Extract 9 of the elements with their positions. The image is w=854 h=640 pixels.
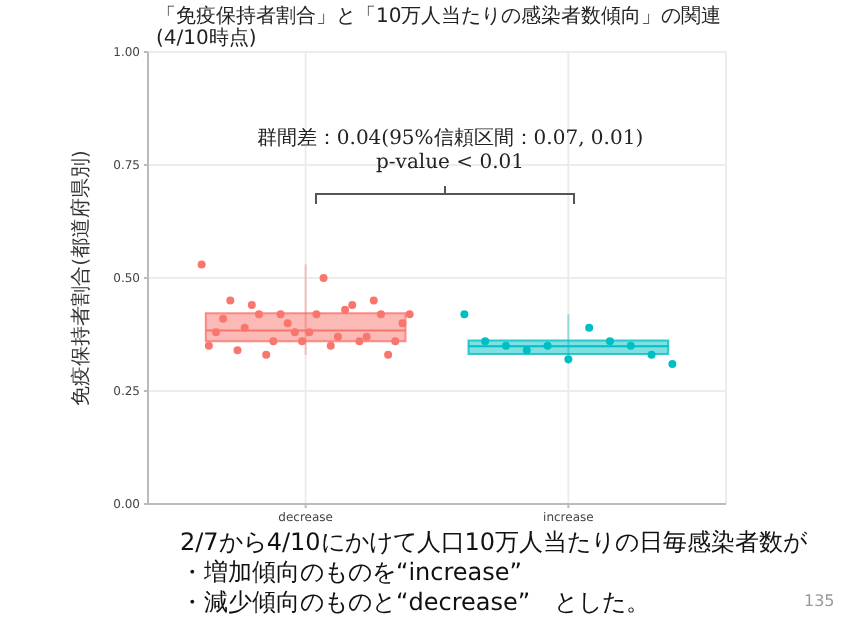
text: 135 [804, 592, 835, 610]
y-axis-title: 免疫保持者割合(都道府県別) [69, 150, 94, 406]
chart-subtitle: (4/10時点) [156, 28, 259, 50]
chart-title: 「免疫保持者割合」と「10万人当たりの感染者数傾向」の関連 [156, 6, 722, 28]
annotation: 群間差：0.04(95%信頼区間：0.07, 0.01) [254, 128, 646, 152]
annotation: p-value < 0.01 [374, 152, 526, 176]
text: ・減少傾向のものと“decrease” とした。 [180, 588, 653, 618]
text: 2/7から4/10にかけて人口10万人当たりの日毎感染者数が [180, 528, 808, 558]
text: ・増加傾向のものを“increase” [180, 558, 525, 588]
